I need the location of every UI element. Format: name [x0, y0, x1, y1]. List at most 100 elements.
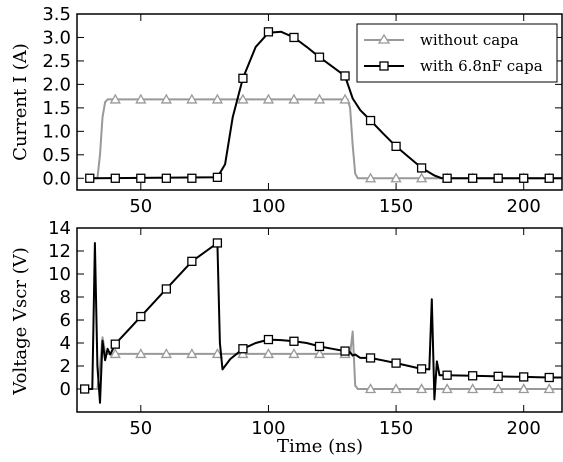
current-data-point-with-capa [85, 173, 95, 183]
current-y-tick-label: 0.0 [42, 168, 71, 189]
voltage-data-point-without-capa [109, 348, 121, 359]
voltage-y-tick-label: 4 [60, 333, 71, 354]
current-series-line-without-capa [89, 98, 562, 180]
current-data-point-without-capa [313, 93, 326, 104]
current-data-point-without-capa [288, 93, 300, 104]
current-data-point-with-capa [212, 172, 223, 182]
current-data-point-with-capa [314, 52, 325, 62]
current-x-tick-label: 50 [129, 196, 152, 217]
current-x-tick-label: 200 [507, 196, 541, 217]
voltage-data-point-without-capa [543, 383, 555, 394]
voltage-series-line-without-capa [89, 330, 562, 390]
voltage-data-point-without-capa [518, 383, 530, 394]
current-data-point-without-capa [211, 93, 224, 104]
current-data-point-without-capa [339, 93, 351, 104]
legend-marker-square-icon [379, 61, 389, 71]
voltage-y-tick-label: 2 [60, 356, 71, 377]
current-data-point-without-capa [415, 172, 428, 183]
current-data-point-with-capa [263, 27, 274, 37]
voltage-data-point-without-capa [160, 348, 172, 359]
current-data-point-with-capa [161, 173, 171, 183]
voltage-data-point-with-capa [263, 334, 274, 345]
voltage-data-point-without-capa [441, 383, 453, 394]
current-data-point-with-capa [289, 32, 299, 43]
current-data-point-with-capa [391, 141, 401, 152]
voltage-y-tick-label: 12 [48, 241, 71, 262]
current-y-tick-label: 2.5 [42, 51, 71, 72]
voltage-y-axis-label: Voltage Vscr (V) [10, 247, 31, 396]
voltage-data-point-with-capa [161, 284, 171, 294]
voltage-data-point-with-capa [416, 364, 427, 374]
voltage-data-point-with-capa [187, 256, 197, 267]
legend-marker-triangle-icon [377, 33, 391, 44]
voltage-data-point-without-capa [211, 348, 224, 359]
voltage-data-point-with-capa [468, 371, 478, 381]
current-x-tick-label: 150 [379, 196, 413, 217]
voltage-y-tick-label: 10 [48, 264, 71, 285]
voltage-data-point-without-capa [288, 348, 300, 359]
voltage-data-point-with-capa [493, 371, 503, 382]
voltage-data-point-without-capa [237, 348, 249, 359]
current-data-point-with-capa [442, 173, 452, 183]
current-data-point-without-capa [262, 93, 275, 104]
voltage-data-point-with-capa [391, 358, 401, 368]
current-data-point-with-capa [519, 173, 529, 183]
current-data-point-with-capa [136, 173, 146, 183]
current-data-point-without-capa [109, 93, 121, 104]
voltage-data-point-with-capa [544, 372, 554, 383]
voltage-x-tick-label: 150 [379, 418, 413, 439]
current-y-tick-label: 3.5 [42, 4, 71, 25]
current-x-tick-label: 100 [251, 196, 285, 217]
legend-label-with-capa: with 6.8nF capa [420, 57, 543, 75]
legend-box [356, 23, 558, 83]
voltage-data-point-with-capa [519, 372, 529, 382]
voltage-data-point-with-capa [212, 238, 223, 248]
voltage-data-point-without-capa [135, 348, 147, 359]
voltage-data-point-with-capa [80, 384, 90, 394]
legend: without capa with 6.8nF capa [356, 23, 558, 83]
legend-label-without-capa: without capa [420, 31, 519, 49]
voltage-data-point-with-capa [238, 344, 248, 354]
current-data-point-without-capa [390, 172, 402, 183]
voltage-data-point-without-capa [492, 383, 504, 394]
current-data-point-without-capa [160, 93, 172, 104]
current-data-point-with-capa [187, 173, 197, 183]
voltage-y-tick-label: 14 [48, 218, 71, 239]
current-y-tick-label: 0.5 [42, 145, 71, 166]
voltage-data-point-with-capa [136, 311, 146, 322]
voltage-x-tick-label: 100 [251, 418, 285, 439]
voltage-data-point-without-capa [415, 383, 428, 394]
current-y-tick-label: 1.0 [42, 121, 71, 142]
current-data-point-with-capa [493, 173, 503, 183]
current-y-tick-label: 1.5 [42, 98, 71, 119]
voltage-data-point-without-capa [364, 383, 377, 394]
current-data-point-with-capa [110, 173, 120, 183]
current-y-axis-label: Current I (A) [10, 43, 31, 161]
current-data-point-with-capa [468, 173, 478, 183]
voltage-x-tick-label: 200 [507, 418, 541, 439]
current-data-point-without-capa [186, 93, 198, 104]
voltage-data-point-with-capa [442, 370, 452, 380]
current-data-point-without-capa [135, 93, 147, 104]
voltage-series [80, 238, 562, 404]
voltage-data-point-with-capa [314, 341, 325, 352]
current-data-point-without-capa [364, 172, 377, 183]
current-data-point-with-capa [238, 73, 248, 83]
voltage-series-line-with-capa [84, 242, 562, 404]
current-y-tick-label: 3.0 [42, 27, 71, 48]
voltage-data-point-with-capa [289, 336, 299, 346]
voltage-data-point-without-capa [467, 383, 479, 394]
current-y-tick-label: 2.0 [42, 74, 71, 95]
voltage-data-point-with-capa [110, 339, 120, 349]
voltage-data-point-with-capa [365, 353, 376, 363]
current-data-point-with-capa [544, 173, 554, 183]
current-data-point-with-capa [365, 115, 376, 126]
voltage-x-tick-label: 50 [129, 418, 152, 439]
legend-entry-without-capa: without capa [364, 31, 519, 49]
current-plot-frame [76, 13, 563, 191]
voltage-data-point-without-capa [390, 383, 402, 394]
current-plot: 0.00.5 1.01.5 2.02.5 3.03.5 50 100 150 200 Curr… [10, 4, 563, 217]
